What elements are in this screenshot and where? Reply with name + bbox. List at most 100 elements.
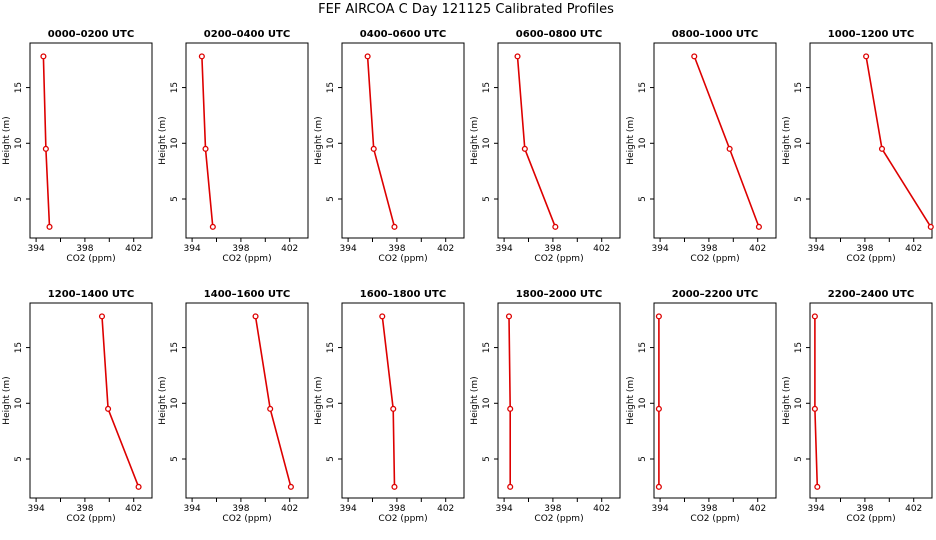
data-point — [379, 313, 386, 320]
profile-line — [254, 316, 292, 488]
data-point — [98, 313, 106, 320]
y-axis-title: Height (m) — [470, 116, 480, 164]
y-tick-label: 15 — [638, 82, 648, 93]
x-tick-label: 394 — [652, 504, 669, 514]
y-tick-label: 10 — [170, 397, 180, 409]
profile-line — [201, 56, 214, 227]
panel-11: 2000–2200 UTC 394 398 402 CO2 (ppm) 5 10 15 Heig… — [626, 289, 777, 524]
plot-frame — [341, 302, 465, 499]
x-axis-title: CO2 (ppm) — [534, 254, 583, 264]
x-tick-label: 402 — [437, 244, 454, 254]
x-tick-label: 394 — [808, 244, 825, 254]
y-tick-label: 15 — [482, 82, 492, 93]
x-tick-label: 402 — [905, 244, 922, 254]
panel-title: 0800–1000 UTC — [672, 29, 758, 40]
panel-title: 1600–1800 UTC — [360, 289, 446, 300]
x-axis-title: CO2 (ppm) — [378, 254, 427, 264]
data-point — [521, 145, 528, 152]
y-tick-label: 5 — [326, 196, 336, 202]
y-tick-label: 10 — [14, 397, 24, 409]
data-point — [391, 483, 398, 490]
data-point — [252, 313, 259, 320]
data-point — [814, 483, 821, 490]
y-tick-label: 5 — [14, 196, 24, 202]
panel-title: 1000–1200 UTC — [828, 29, 914, 40]
x-tick-label: 398 — [700, 504, 717, 514]
x-axis-title: CO2 (ppm) — [222, 254, 271, 264]
data-point — [198, 53, 205, 60]
x-axis-title: CO2 (ppm) — [690, 254, 739, 264]
panel-title: 2200–2400 UTC — [828, 289, 914, 300]
panel-title: 1200–1400 UTC — [48, 289, 134, 300]
x-tick-label: 398 — [856, 244, 873, 254]
y-tick-label: 15 — [326, 342, 336, 353]
panel-title: 1800–2000 UTC — [516, 289, 602, 300]
x-axis-title: CO2 (ppm) — [66, 254, 115, 264]
x-tick-label: 394 — [28, 504, 45, 514]
x-tick-label: 394 — [184, 504, 201, 514]
x-tick-label: 394 — [28, 244, 45, 254]
y-tick-label: 10 — [638, 137, 648, 149]
panel-1: 0000–0200 UTC 394 398 402 CO2 (ppm) 5 10 15 Heig… — [2, 29, 153, 264]
y-tick-label: 10 — [170, 137, 180, 149]
profile-line — [101, 316, 140, 488]
y-tick-label: 15 — [482, 342, 492, 353]
x-tick-label: 398 — [544, 504, 561, 514]
x-tick-label: 398 — [76, 244, 93, 254]
x-tick-label: 402 — [437, 504, 454, 514]
profile-line — [508, 316, 512, 487]
plot-frame — [653, 302, 777, 499]
data-point — [878, 145, 886, 152]
y-tick-label: 15 — [170, 342, 180, 353]
x-axis-title: CO2 (ppm) — [534, 514, 583, 524]
x-tick-label: 394 — [496, 504, 513, 514]
y-tick-label: 5 — [638, 196, 648, 202]
y-tick-label: 5 — [14, 456, 24, 462]
x-tick-label: 402 — [593, 504, 610, 514]
x-tick-label: 398 — [856, 504, 873, 514]
data-point — [811, 405, 818, 412]
x-tick-label: 402 — [281, 244, 298, 254]
y-tick-label: 15 — [14, 82, 24, 93]
x-axis-title: CO2 (ppm) — [846, 254, 895, 264]
panel-4: 0600–0800 UTC 394 398 402 CO2 (ppm) 5 10 15 Heig… — [470, 29, 621, 264]
x-tick-label: 402 — [593, 244, 610, 254]
y-tick-label: 10 — [14, 137, 24, 149]
panel-6: 1000–1200 UTC 394 398 402 CO2 (ppm) 5 10 15 Heig… — [782, 29, 934, 264]
x-tick-label: 398 — [544, 244, 561, 254]
data-point — [507, 483, 514, 490]
y-axis-title: Height (m) — [314, 116, 324, 164]
y-tick-label: 5 — [794, 196, 804, 202]
panel-title: 0400–0600 UTC — [360, 29, 446, 40]
data-point — [655, 313, 662, 320]
y-axis-title: Height (m) — [2, 376, 12, 424]
y-axis-title: Height (m) — [782, 116, 792, 164]
x-tick-label: 394 — [184, 244, 201, 254]
panel-10: 1800–2000 UTC 394 398 402 CO2 (ppm) 5 10 15 Heig… — [470, 289, 621, 524]
y-tick-label: 10 — [794, 137, 804, 149]
profile-line — [693, 56, 760, 228]
y-tick-label: 10 — [326, 397, 336, 409]
data-point — [863, 53, 870, 60]
panel-5: 0800–1000 UTC 394 398 402 CO2 (ppm) 5 10 15 Heig… — [626, 29, 777, 264]
data-point — [927, 223, 934, 230]
panel-grid: 0000–0200 UTC 394 398 402 CO2 (ppm) 5 10 15 Heig… — [2, 29, 934, 524]
data-point — [655, 405, 662, 412]
data-point — [105, 405, 112, 412]
y-tick-label: 15 — [14, 342, 24, 353]
x-axis-title: CO2 (ppm) — [846, 514, 895, 524]
panel-title: 0000–0200 UTC — [48, 29, 134, 40]
data-point — [691, 53, 698, 60]
y-tick-label: 10 — [326, 137, 336, 149]
data-point — [42, 145, 49, 152]
y-tick-label: 10 — [482, 397, 492, 409]
panel-12: 2200–2400 UTC 394 398 402 CO2 (ppm) 5 10 15 Heig… — [782, 289, 933, 524]
y-tick-label: 5 — [638, 456, 648, 462]
y-tick-label: 5 — [170, 196, 180, 202]
plot-frame — [653, 42, 777, 239]
y-tick-label: 5 — [326, 456, 336, 462]
data-point — [267, 405, 274, 412]
plot-frame — [497, 42, 621, 239]
y-tick-label: 10 — [638, 397, 648, 409]
x-tick-label: 394 — [340, 244, 357, 254]
